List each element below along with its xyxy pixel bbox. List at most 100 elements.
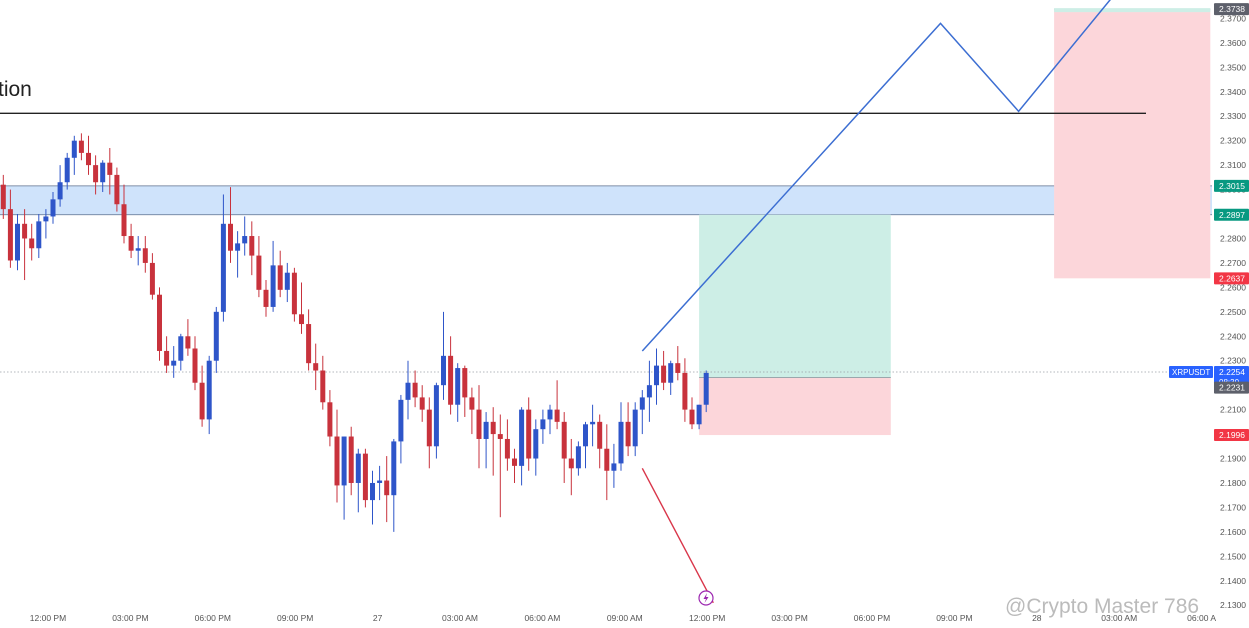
candle [29, 223, 35, 261]
candle-body [639, 397, 645, 410]
candle [497, 414, 503, 518]
candle [646, 360, 652, 422]
candle [533, 419, 539, 476]
candle [398, 394, 404, 464]
candle-body [64, 157, 70, 183]
candle-body [405, 382, 411, 400]
price-tick-label: 2.3700 [1220, 13, 1246, 23]
candle [57, 165, 63, 207]
candle [483, 412, 489, 469]
candle-body [469, 397, 475, 410]
candle-body [284, 272, 290, 290]
candle [100, 160, 106, 193]
drawings-layer [0, 0, 1146, 604]
candle-body [419, 397, 425, 410]
candle [504, 419, 510, 471]
candle-body [171, 360, 177, 366]
candle [135, 236, 141, 266]
candle [164, 336, 170, 373]
candle-body [57, 182, 63, 200]
candle-body [327, 402, 333, 437]
price-tag-label: 2.3015 [1219, 181, 1245, 191]
position-stop-box [699, 377, 891, 436]
candle-body [490, 421, 496, 435]
candle-body [235, 243, 241, 251]
candle [362, 448, 368, 508]
candle-body [29, 238, 35, 249]
time-tick-label: 28 [1032, 613, 1042, 623]
price-tag-label: 2.2897 [1219, 210, 1245, 220]
candle-body [476, 409, 482, 439]
candle-body [426, 409, 432, 447]
candle [121, 184, 127, 244]
price-tick-label: 2.1800 [1220, 478, 1246, 488]
candle-body [334, 436, 340, 486]
time-tick-label: 09:00 PM [936, 613, 972, 623]
candle [604, 424, 610, 501]
time-axis[interactable]: 12:00 PM 03:00 PM 06:00 PM 09:00 PM 27 03:00 … [30, 613, 1217, 623]
candle [263, 280, 269, 317]
candle [348, 426, 354, 496]
price-tag-bg [1214, 179, 1249, 192]
candle [554, 380, 560, 430]
candle [632, 402, 638, 457]
price-tick-label: 2.3400 [1220, 87, 1246, 97]
candle-body [107, 162, 113, 175]
candle [7, 189, 13, 268]
candle [256, 236, 262, 298]
candle-body [391, 441, 397, 496]
candle-body [100, 162, 106, 183]
candle-body [192, 348, 198, 383]
price-tag-bg [1214, 429, 1249, 442]
candle [391, 438, 397, 532]
candle-body [178, 336, 184, 361]
price-tag-label: 2.1996 [1219, 430, 1245, 440]
candle [341, 436, 347, 520]
price-tick-label: 2.2400 [1220, 331, 1246, 341]
candle-body [455, 368, 461, 405]
price-tag-bg [1214, 3, 1249, 16]
candle [696, 404, 702, 430]
candle-body [483, 421, 489, 439]
candle [220, 194, 226, 322]
time-tick-label: 09:00 AM [607, 613, 643, 623]
candle [149, 253, 155, 300]
candle [426, 397, 432, 469]
price-tick-label: 2.3200 [1220, 136, 1246, 146]
candle [171, 346, 177, 378]
candle-body [206, 360, 212, 420]
candle [561, 412, 567, 483]
candle [114, 167, 120, 212]
candle-body [433, 385, 439, 447]
candle-body [320, 370, 326, 403]
price-axis[interactable]: 2.1300 2.1400 2.1500 2.1600 2.1700 2.1800 2.19… [1214, 0, 1249, 628]
candle-body [185, 336, 191, 349]
candle-body [696, 404, 702, 425]
time-tick-label: 03:00 PM [771, 613, 807, 623]
symbol-tag-bg [1169, 365, 1213, 378]
candle [661, 350, 667, 391]
candle-body [242, 236, 248, 244]
candle-body [78, 140, 84, 153]
candle [327, 390, 333, 447]
time-tick-label: 03:00 AM [442, 613, 478, 623]
candle-body [43, 216, 49, 222]
candle [270, 240, 276, 312]
candle-body [568, 458, 574, 469]
candle [490, 407, 496, 476]
price-tick-label: 2.1700 [1220, 502, 1246, 512]
price-tag-bg [1214, 208, 1249, 221]
time-tick-label: 09:00 PM [277, 613, 313, 623]
candle [597, 414, 603, 469]
candle-body [526, 409, 532, 459]
candle [299, 282, 304, 334]
candle [675, 346, 681, 381]
price-tick-label: 2.3600 [1220, 38, 1246, 48]
candle-body [256, 255, 262, 290]
candle [568, 438, 574, 496]
candle [689, 397, 695, 430]
candle-body [377, 480, 383, 483]
candle-body [277, 265, 283, 290]
candle [476, 385, 482, 469]
